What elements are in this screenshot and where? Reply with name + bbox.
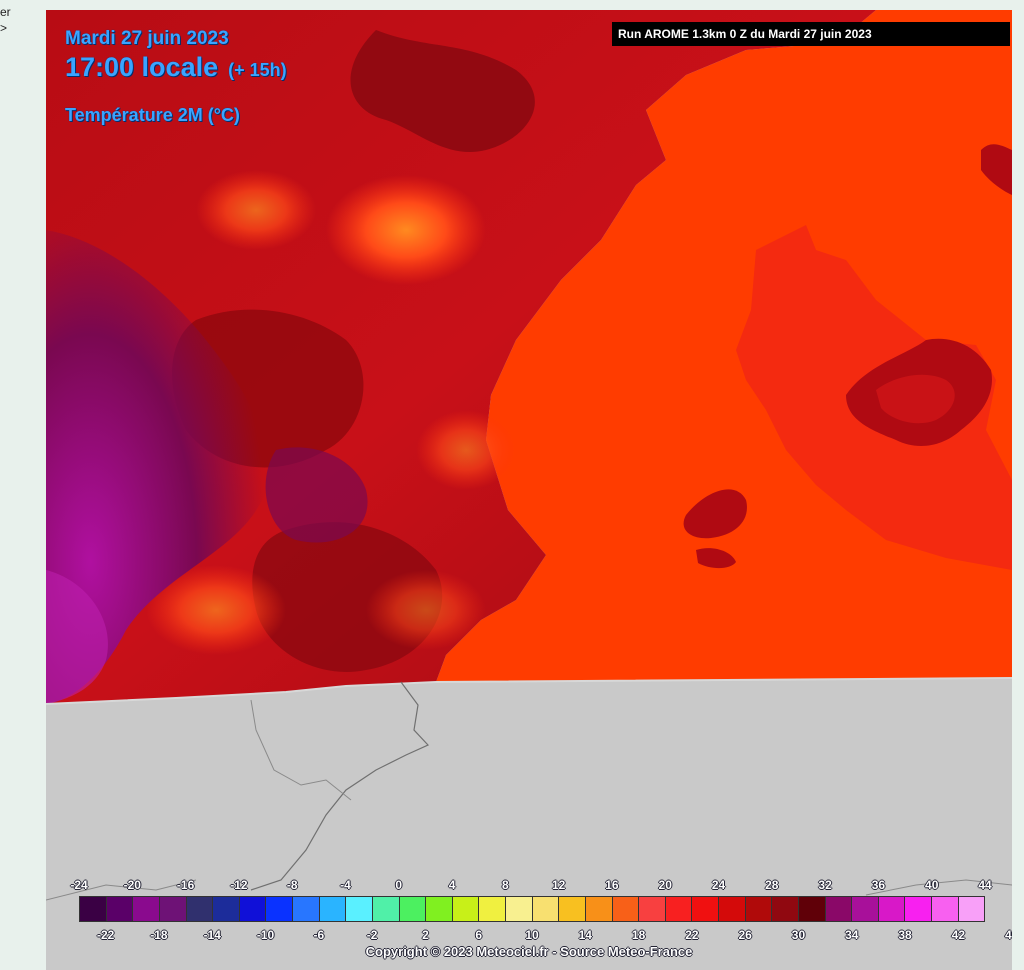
legend-swatch <box>399 897 427 921</box>
legend-swatch <box>692 897 719 921</box>
legend-top-label: -16 <box>176 878 195 892</box>
legend-swatch <box>133 897 160 921</box>
legend-swatch <box>958 897 985 921</box>
legend-bottom-label: 38 <box>898 928 912 942</box>
left-snippet-line2: > <box>0 21 8 35</box>
legend-swatch <box>372 897 400 921</box>
legend-bottom-label: 34 <box>845 928 859 942</box>
legend-swatch <box>452 897 480 921</box>
legend-swatch <box>532 897 560 921</box>
page-edge-snippet: er > <box>0 4 11 36</box>
legend-swatch <box>80 897 107 921</box>
legend-swatch <box>745 897 773 921</box>
legend-swatch <box>319 897 347 921</box>
legend-swatch <box>639 897 666 921</box>
legend-top-label: 28 <box>765 878 779 892</box>
legend-top-label: 40 <box>925 878 939 892</box>
legend-top-labels: -24 -20 -16 -12 -8 -4 0 4 8 12 16 20 24 28 32 36 40 44 <box>46 878 1012 894</box>
legend-top-label: 32 <box>818 878 832 892</box>
legend-swatch <box>479 897 506 921</box>
legend-bottom-label: 30 <box>791 928 806 942</box>
left-snippet-line1: er <box>0 5 11 19</box>
variable-label: Température 2M (°C) <box>65 105 240 125</box>
legend-top-label: 24 <box>711 878 726 892</box>
legend-swatch <box>266 897 293 921</box>
legend-swatch <box>293 897 320 921</box>
legend-top-label: 20 <box>658 878 672 892</box>
legend-swatch <box>665 897 693 921</box>
legend-top-label: 4 <box>448 878 456 892</box>
legend-top-label: -12 <box>230 878 248 892</box>
legend-swatch <box>772 897 799 921</box>
legend-bottom-label: 2 <box>422 928 429 942</box>
legend-swatch <box>878 897 906 921</box>
legend-top-label: 36 <box>871 878 886 892</box>
legend-top-label: 16 <box>605 878 619 892</box>
legend-swatch <box>932 897 959 921</box>
forecast-time-label: 17:00 locale <box>65 52 219 82</box>
legend-swatch <box>585 897 613 921</box>
legend-swatch <box>186 897 214 921</box>
legend-top-label: -8 <box>286 878 298 892</box>
legend-bottom-label: 22 <box>685 928 699 942</box>
legend-top-label: -4 <box>340 878 351 892</box>
legend-bottom-label: 26 <box>738 928 752 942</box>
legend-swatch <box>506 897 533 921</box>
forecast-offset: (+ 15h) <box>228 60 287 80</box>
legend-top-label: 12 <box>551 878 566 892</box>
legend-bottom-label: 6 <box>475 928 483 942</box>
run-info-banner: Run AROME 1.3km 0 Z du Mardi 27 juin 202… <box>612 22 1010 46</box>
legend-bottom-label: -6 <box>313 928 325 942</box>
legend-bottom-label: -10 <box>256 928 275 942</box>
legend-top-label: 44 <box>978 878 992 892</box>
legend-bottom-label: 46 <box>1004 928 1012 942</box>
legend-swatch <box>213 897 240 921</box>
island-ibiza <box>683 489 747 539</box>
legend-swatch <box>106 897 134 921</box>
legend-swatch <box>426 897 453 921</box>
legend-swatch <box>159 897 187 921</box>
copyright-notice: Copyright © 2023 Meteociel.fr - Source M… <box>365 944 693 959</box>
legend-swatch <box>612 897 640 921</box>
legend-bottom-labels: -22-18-14-10-6-22610141822263034384246 <box>46 928 1012 944</box>
legend-top-label: 8 <box>502 878 509 892</box>
legend-top-label: 0 <box>395 878 403 892</box>
legend-swatch <box>905 897 932 921</box>
legend-bottom-label: -22 <box>96 928 115 942</box>
temperature-map: Mardi 27 juin 2023 17:00 locale (+ 15h) T… <box>46 10 1012 970</box>
legend-bottom-label: 42 <box>951 928 966 942</box>
temperature-color-scale <box>79 896 985 922</box>
map-image <box>46 10 1012 970</box>
legend-top-label: -24 <box>70 878 88 892</box>
legend-bottom-label: -2 <box>366 928 378 942</box>
legend-bottom-label: 14 <box>578 928 592 942</box>
legend-swatch <box>719 897 746 921</box>
island-formentera <box>696 548 736 569</box>
legend-swatch <box>239 897 267 921</box>
legend-bottom-label: -14 <box>203 928 221 942</box>
legend-swatch <box>798 897 826 921</box>
legend-bottom-label: 10 <box>525 928 539 942</box>
legend-swatch <box>346 897 373 921</box>
legend-swatch <box>852 897 879 921</box>
forecast-date: Mardi 27 juin 2023 <box>65 28 229 49</box>
legend-swatch <box>559 897 586 921</box>
legend-top-label: -20 <box>123 878 141 892</box>
forecast-time: 17:00 locale (+ 15h) <box>65 52 287 83</box>
legend-bottom-label: 18 <box>631 928 646 942</box>
legend-swatch <box>825 897 853 921</box>
legend-bottom-label: -18 <box>150 928 168 942</box>
